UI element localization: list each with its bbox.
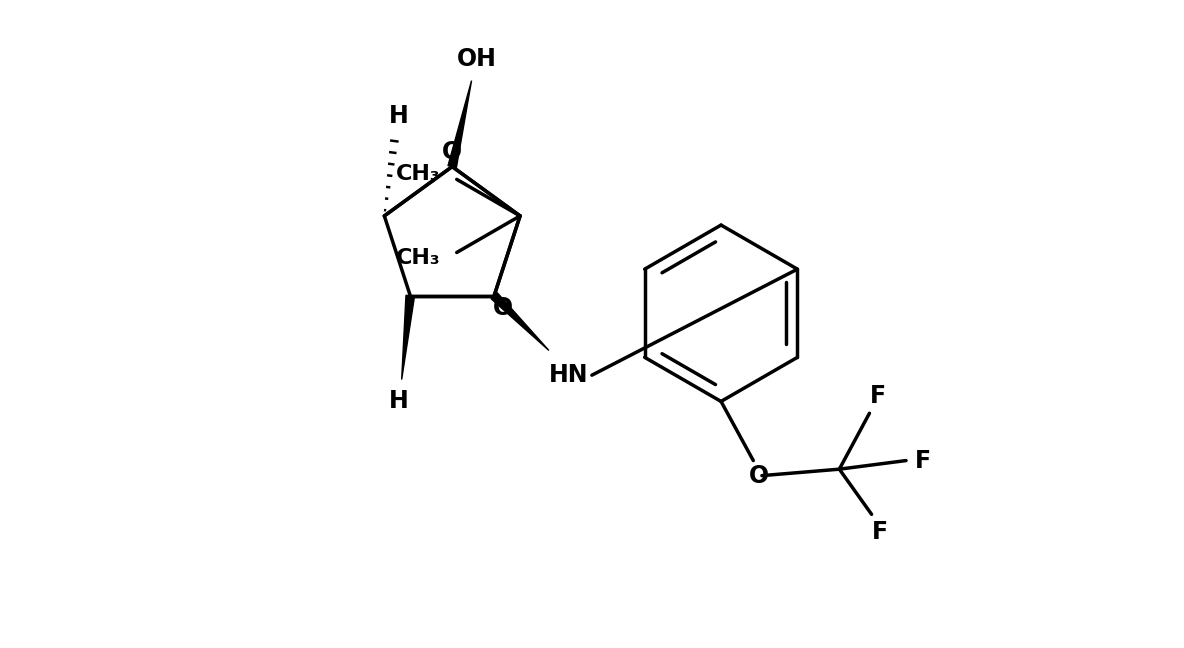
Text: O: O (748, 463, 768, 488)
Text: O: O (493, 296, 513, 320)
Text: CH₃: CH₃ (395, 248, 440, 268)
Text: H: H (388, 389, 408, 413)
Polygon shape (491, 293, 549, 351)
Text: CH₃: CH₃ (395, 164, 440, 184)
Text: O: O (442, 139, 462, 163)
Text: F: F (915, 448, 932, 472)
Polygon shape (448, 80, 471, 168)
Polygon shape (401, 295, 414, 380)
Text: F: F (870, 384, 886, 408)
Text: H: H (388, 104, 408, 128)
Text: F: F (873, 520, 888, 544)
Text: HN: HN (548, 363, 588, 387)
Text: OH: OH (457, 47, 497, 71)
